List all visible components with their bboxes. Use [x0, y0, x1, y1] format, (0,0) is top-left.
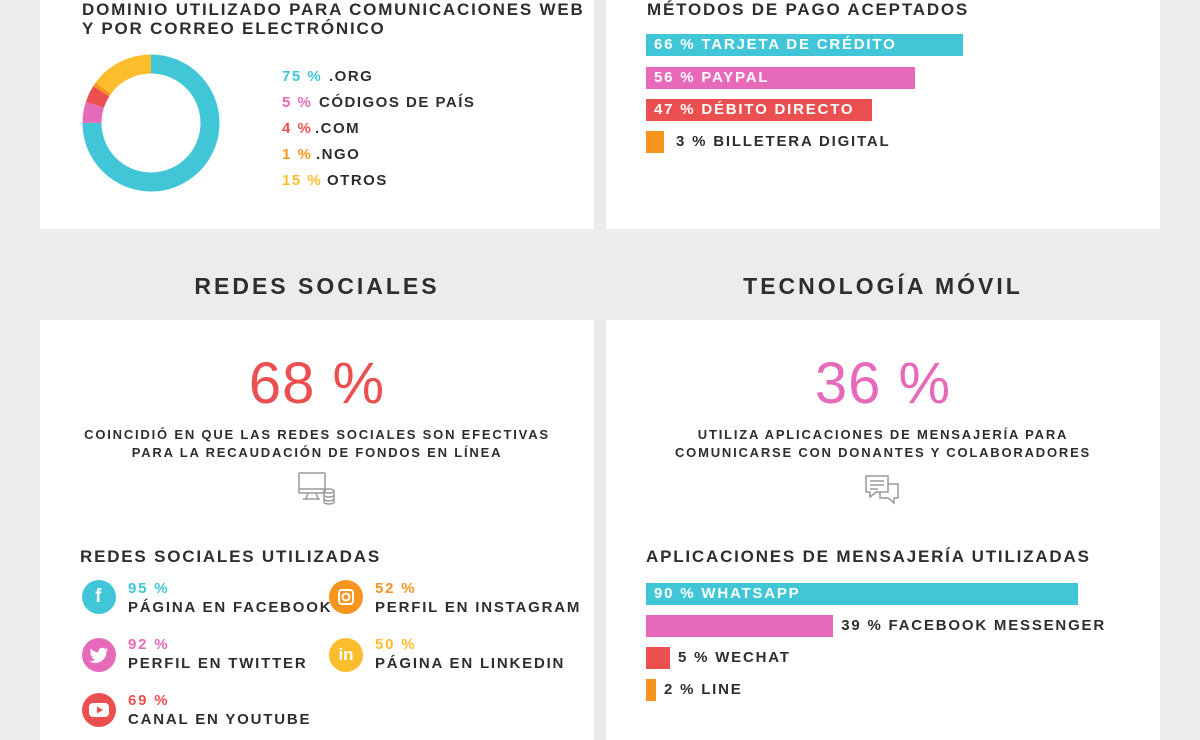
- mobile-stat-description: UTILIZA APLICACIONES DE MENSAJERÍA PARA …: [606, 426, 1160, 462]
- legend-pct: 5 %: [282, 94, 313, 111]
- legend-label: .NGO: [316, 146, 361, 163]
- social-stat-description: COINCIDIÓ EN QUE LAS REDES SOCIALES SON …: [40, 426, 594, 462]
- payment-bar-direct-debit: [646, 99, 872, 121]
- mobile-section-heading: TECNOLOGÍA MÓVIL: [743, 273, 1023, 299]
- payment-bar-label: 66 % TARJETA DE CRÉDITO: [654, 36, 897, 53]
- legend-item-country-codes: 5 % CÓDIGOS DE PAÍS: [282, 94, 475, 111]
- facebook-label: PÁGINA EN FACEBOOK: [128, 599, 333, 616]
- mobile-desc-line1: UTILIZA APLICACIONES DE MENSAJERÍA PARA: [697, 427, 1069, 442]
- legend-label: CÓDIGOS DE PAÍS: [319, 94, 476, 111]
- messaging-bar-label: 5 % WECHAT: [678, 649, 791, 666]
- twitter-label: PERFIL EN TWITTER: [128, 655, 308, 672]
- social-networks-subtitle: REDES SOCIALES UTILIZADAS: [80, 547, 381, 566]
- instagram-icon: [329, 580, 363, 614]
- domain-card-title: DOMINIO UTILIZADO PARA COMUNICACIONES WE…: [82, 0, 585, 38]
- legend-label: .COM: [315, 120, 361, 137]
- social-big-stat: 68 %: [248, 351, 386, 416]
- payment-bar-paypal: [646, 67, 915, 89]
- messaging-bar-facebook-messenger: [646, 615, 834, 637]
- linkedin-icon: in: [329, 638, 363, 672]
- domain-title-line1: DOMINIO UTILIZADO PARA COMUNICACIONES WE…: [82, 0, 585, 19]
- legend-pct: 15 %: [282, 172, 323, 189]
- legend-item-ngo: 1 % .NGO: [282, 146, 360, 163]
- mobile-big-stat: 36 %: [814, 351, 952, 416]
- social-card: 68 % COINCIDIÓ EN QUE LAS REDES SOCIALES…: [40, 320, 594, 740]
- facebook-pct: 95 %: [128, 580, 170, 597]
- facebook-icon: f: [82, 580, 116, 614]
- payment-card-title: MÉTODOS DE PAGO ACEPTADOS: [647, 0, 970, 19]
- payment-bar-label: 47 % DÉBITO DIRECTO: [654, 101, 855, 118]
- messaging-bar-label: 2 % LINE: [664, 681, 743, 698]
- messaging-bar-label: 39 % FACEBOOK MESSENGER: [841, 617, 1106, 634]
- legend-item-others: 15 % OTROS: [282, 172, 388, 189]
- linkedin-pct: 50 %: [375, 636, 417, 653]
- payment-card: MÉTODOS DE PAGO ACEPTADOS 66 % TARJETA D…: [606, 0, 1160, 229]
- instagram-pct: 52 %: [375, 580, 417, 597]
- youtube-icon: [82, 693, 116, 727]
- messaging-bar-whatsapp: [646, 583, 1078, 605]
- payment-bar-credit-card: [646, 34, 963, 56]
- legend-item-org: 75 % .ORG: [282, 68, 373, 85]
- domain-card: DOMINIO UTILIZADO PARA COMUNICACIONES WE…: [40, 0, 594, 229]
- payment-bar-label: 3 % BILLETERA DIGITAL: [676, 133, 891, 150]
- chat-bubbles-icon: [865, 475, 899, 505]
- mobile-card: 36 % UTILIZA APLICACIONES DE MENSAJERÍA …: [606, 320, 1160, 740]
- legend-pct: 75 %: [282, 68, 323, 85]
- instagram-label: PERFIL EN INSTAGRAM: [375, 599, 582, 616]
- linkedin-label: PÁGINA EN LINKEDIN: [375, 655, 566, 672]
- domain-title-line2: Y POR CORREO ELECTRÓNICO: [82, 19, 386, 38]
- messaging-bar-line: [646, 679, 656, 701]
- social-section-heading: REDES SOCIALES: [194, 273, 440, 299]
- youtube-pct: 69 %: [128, 692, 170, 709]
- legend-item-com: 4 % .COM: [282, 120, 360, 137]
- social-desc-line2: PARA LA RECAUDACIÓN DE FONDOS EN LÍNEA: [131, 445, 503, 460]
- domain-donut-chart: [82, 54, 220, 192]
- legend-label: .ORG: [329, 68, 374, 85]
- legend-pct: 1 %: [282, 146, 313, 163]
- social-desc-line1: COINCIDIÓ EN QUE LAS REDES SOCIALES SON …: [84, 427, 550, 442]
- mobile-desc-line2: COMUNICARSE CON DONANTES Y COLABORADORES: [674, 445, 1092, 460]
- donut-slice-others: [82, 54, 220, 192]
- twitter-pct: 92 %: [128, 636, 170, 653]
- payment-bar-label: 56 % PAYPAL: [654, 69, 770, 86]
- computer-coins-icon: [298, 472, 335, 505]
- legend-label: OTROS: [327, 172, 388, 189]
- messaging-apps-subtitle: APLICACIONES DE MENSAJERÍA UTILIZADAS: [646, 547, 1091, 566]
- twitter-icon: [82, 638, 116, 672]
- payment-bar-digital-wallet: [646, 131, 664, 153]
- messaging-bar-label: 90 % WHATSAPP: [654, 585, 801, 602]
- messaging-bar-wechat: [646, 647, 670, 669]
- legend-pct: 4 %: [282, 120, 313, 137]
